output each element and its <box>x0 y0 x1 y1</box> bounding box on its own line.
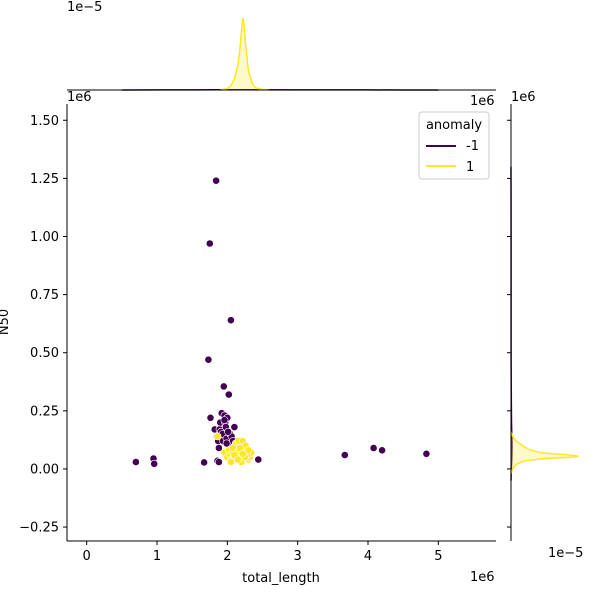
scatter-points <box>131 176 431 468</box>
anomaly-point <box>378 446 386 455</box>
anomaly-point <box>212 176 220 185</box>
x-tick-label: 4 <box>364 549 372 564</box>
y-tick-label: −0.25 <box>19 521 59 536</box>
anomaly-point <box>214 458 223 466</box>
anomaly-point <box>369 444 378 452</box>
normal-point <box>226 458 235 466</box>
normal-point <box>244 446 253 455</box>
top-marginal-plot: 1e−5 <box>67 0 496 91</box>
anomaly-point <box>200 458 208 467</box>
normal-point <box>233 455 242 464</box>
anomaly-point <box>205 239 214 248</box>
anomaly-point <box>219 382 228 391</box>
y-tick-label: 0.50 <box>30 346 59 361</box>
right-marginal-fill <box>511 431 579 474</box>
y-tick-label: 1.25 <box>30 172 59 187</box>
y-tick-label: 1.00 <box>30 230 59 245</box>
x-tick-label: 5 <box>434 549 442 564</box>
x-tick-label: 2 <box>223 549 231 564</box>
anomaly-point <box>131 458 140 466</box>
legend-label-minus-one: -1 <box>466 139 479 154</box>
right-marginal-plot: 1e6 1e−5 <box>507 90 583 561</box>
legend-title: anomaly <box>426 118 482 133</box>
top-marginal-scale-label: 1e−5 <box>67 0 102 15</box>
y-tick-label: 0.00 <box>30 462 59 477</box>
normal-point <box>213 432 222 441</box>
anomaly-point <box>254 455 263 464</box>
anomaly-point <box>226 316 235 325</box>
anomaly-point <box>230 423 239 431</box>
top-right-scale-label: 1e6 <box>470 94 495 109</box>
y-axis-label: N50 <box>0 309 12 335</box>
anomaly-point <box>222 439 231 448</box>
normal-point <box>238 449 247 458</box>
anomaly-point <box>206 413 215 422</box>
y-tick-label: 0.25 <box>30 404 59 419</box>
anomaly-point <box>214 444 223 452</box>
right-marginal-line <box>510 431 579 474</box>
right-marginal-top-label: 1e6 <box>511 90 536 105</box>
y-tick-label: 0.75 <box>30 288 59 303</box>
top-marginal-curves <box>121 17 439 91</box>
x-scale-label: 1e6 <box>470 570 495 585</box>
anomaly-point <box>224 390 233 399</box>
anomaly-point <box>340 451 349 459</box>
x-tick-label: 1 <box>153 549 161 564</box>
x-tick-label: 3 <box>294 549 302 564</box>
right-marginal-ticks <box>507 119 511 528</box>
anomaly-point <box>204 355 213 364</box>
x-tick-label: 0 <box>83 549 91 564</box>
top-marginal-fill <box>220 17 270 90</box>
legend-label-one: 1 <box>466 160 474 175</box>
x-axis-label: total_length <box>242 571 320 586</box>
y-scale-label: 1e6 <box>67 90 92 105</box>
anomaly-point <box>224 427 232 436</box>
main-scatter-plot: 0 1 2 3 4 5 −0.25 0.00 0.25 0.50 0.75 1.00 1.25 1.50… <box>0 90 496 586</box>
anomaly-point <box>150 459 159 468</box>
top-marginal-line <box>220 17 270 91</box>
right-marginal-curves <box>510 166 579 481</box>
x-axis-ticks: 0 1 2 3 4 5 <box>83 541 442 564</box>
legend: anomaly -1 1 <box>418 111 490 180</box>
right-marginal-scale-label: 1e−5 <box>548 546 583 561</box>
y-tick-label: 1.50 <box>30 114 59 129</box>
anomaly-point <box>422 449 431 458</box>
y-axis-ticks: −0.25 0.00 0.25 0.50 0.75 1.00 1.25 1.50 <box>19 114 67 536</box>
anomaly-point <box>220 416 229 424</box>
